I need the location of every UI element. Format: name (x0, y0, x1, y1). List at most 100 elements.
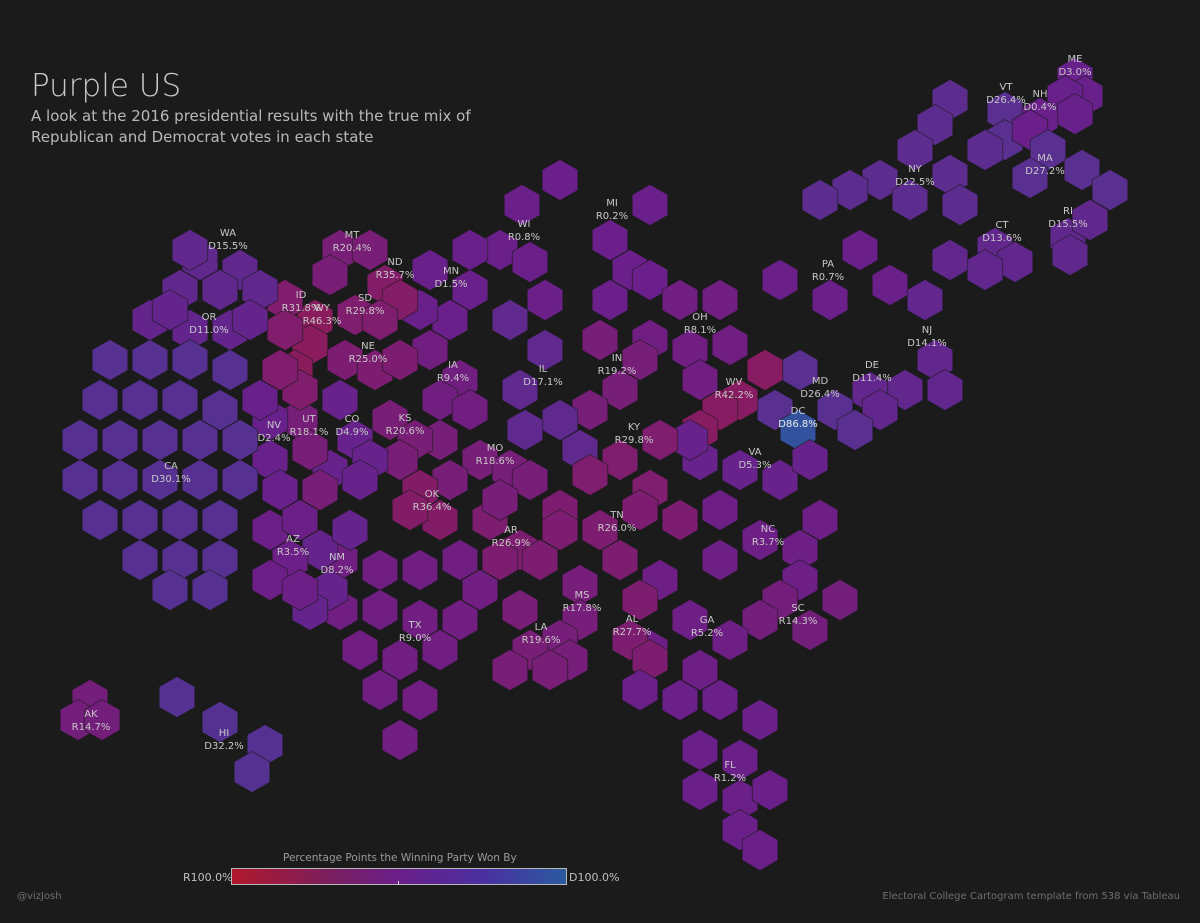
state-abbr-label: WY (314, 303, 331, 314)
state-hex (761, 259, 799, 301)
state-sd[interactable]: SD R29.8% (336, 293, 399, 341)
state-fl[interactable]: FL R1.2% (621, 669, 789, 871)
state-abbr-label: RI (1063, 206, 1073, 217)
state-wa[interactable]: WA D15.5% (161, 228, 279, 311)
state-nj[interactable]: NJ D14.1% (886, 239, 969, 411)
state-abbr-label: OH (692, 312, 707, 323)
state-ak[interactable]: AK R14.7% (59, 679, 121, 741)
source-note: Electoral College Cartogram template fro… (882, 891, 1180, 902)
state-ma[interactable]: MA D27.2% (1011, 129, 1129, 211)
state-hex (541, 399, 579, 441)
state-hi[interactable]: HI D32.2% (158, 676, 284, 793)
state-abbr-label: CT (995, 220, 1009, 231)
state-ia[interactable]: IA R9.4% (411, 329, 489, 431)
state-hex (1063, 149, 1101, 191)
state-hex (251, 559, 289, 601)
state-hex (158, 676, 196, 718)
state-nc[interactable]: NC R3.7% (701, 489, 839, 601)
state-wv[interactable]: WV R42.2% (681, 349, 784, 451)
state-margin-label: R0.8% (508, 232, 540, 243)
state-hex (661, 679, 699, 721)
state-hex (601, 539, 639, 581)
state-hex (81, 379, 119, 421)
state-hex (896, 129, 934, 171)
state-abbr-label: AR (504, 525, 518, 536)
state-margin-label: D17.1% (523, 377, 562, 388)
state-margin-label: D14.1% (907, 338, 946, 349)
state-hex (101, 419, 139, 461)
state-hex (381, 339, 419, 381)
state-abbr-label: VT (1000, 82, 1014, 93)
state-hex (741, 829, 779, 871)
state-abbr-label: KY (628, 422, 641, 433)
page-title: Purple US (31, 68, 182, 104)
state-margin-label: D11.4% (852, 373, 891, 384)
state-pa[interactable]: PA R0.7% (761, 229, 909, 321)
state-margin-label: D8.2% (320, 565, 353, 576)
state-sc[interactable]: SC R14.3% (741, 579, 859, 651)
state-hex (481, 539, 519, 581)
state-margin-label: R0.2% (596, 211, 628, 222)
state-ri[interactable]: RI D15.5% (1048, 199, 1109, 276)
state-abbr-label: IA (448, 360, 458, 371)
state-mt[interactable]: MT R20.4% (311, 229, 389, 296)
state-abbr-label: PA (822, 259, 834, 270)
state-hex (841, 229, 879, 271)
state-mn[interactable]: MN D1.5% (401, 229, 489, 341)
state-ne[interactable]: NE R25.0% (326, 339, 419, 391)
state-ny[interactable]: NY D22.5% (801, 79, 1004, 226)
state-az[interactable]: AZ R3.5% (251, 499, 319, 611)
state-abbr-label: LA (535, 622, 548, 633)
state-hex (211, 349, 249, 391)
state-hex (746, 349, 784, 391)
state-margin-label: D13.6% (982, 233, 1021, 244)
state-nh[interactable]: NH D0.4% (1011, 89, 1059, 151)
state-hex (996, 241, 1034, 283)
state-in[interactable]: IN R19.2% (571, 319, 659, 431)
state-wi[interactable]: WI R0.8% (481, 184, 564, 321)
state-oh[interactable]: OH R8.1% (631, 279, 749, 401)
state-hex (621, 339, 659, 381)
state-ky[interactable]: KY R29.8% (571, 419, 679, 511)
state-tn[interactable]: TN R26.0% (541, 489, 699, 551)
state-co[interactable]: CO D4.9% (311, 379, 389, 501)
state-hex (411, 249, 449, 291)
state-mi[interactable]: MI R0.2% (541, 159, 669, 321)
state-margin-label: R26.9% (492, 538, 531, 549)
state-ca[interactable]: CA D30.1% (61, 339, 259, 611)
state-abbr-label: WA (220, 228, 236, 239)
state-la[interactable]: LA R19.6% (491, 589, 569, 691)
state-ks[interactable]: KS R20.6% (371, 399, 434, 481)
state-hex (481, 479, 519, 521)
author-credit: @vizJosh (17, 891, 62, 902)
state-margin-label: D2.4% (257, 433, 290, 444)
state-il[interactable]: IL D17.1% (491, 299, 599, 471)
state-ok[interactable]: OK R36.4% (391, 469, 459, 541)
state-abbr-label: OK (425, 489, 440, 500)
state-al[interactable]: AL R27.7% (601, 539, 669, 681)
state-hex (341, 629, 379, 671)
state-hex (531, 649, 569, 691)
state-abbr-label: MD (812, 376, 829, 387)
state-me[interactable]: ME D3.0% (1046, 54, 1104, 135)
state-ct[interactable]: CT D13.6% (966, 220, 1034, 291)
state-hex (121, 379, 159, 421)
state-margin-label: R3.5% (277, 547, 309, 558)
state-id[interactable]: ID R31.8% (261, 279, 320, 411)
state-hex (101, 459, 139, 501)
state-hex (811, 279, 849, 321)
state-abbr-label: HI (219, 728, 229, 739)
state-hex (241, 379, 279, 421)
state-margin-label: R46.3% (303, 316, 342, 327)
state-hex (201, 389, 239, 431)
state-ut[interactable]: UT R18.1% (281, 399, 339, 511)
state-dc[interactable]: DC D86.8% (778, 406, 818, 451)
state-hex (401, 549, 439, 591)
state-hex (491, 649, 529, 691)
state-nv[interactable]: NV D2.4% (241, 379, 299, 511)
state-hex (671, 599, 709, 641)
state-abbr-label: MO (487, 443, 504, 454)
state-or[interactable]: OR D11.0% (131, 289, 269, 351)
state-abbr-label: MN (443, 266, 459, 277)
state-hex (421, 629, 459, 671)
